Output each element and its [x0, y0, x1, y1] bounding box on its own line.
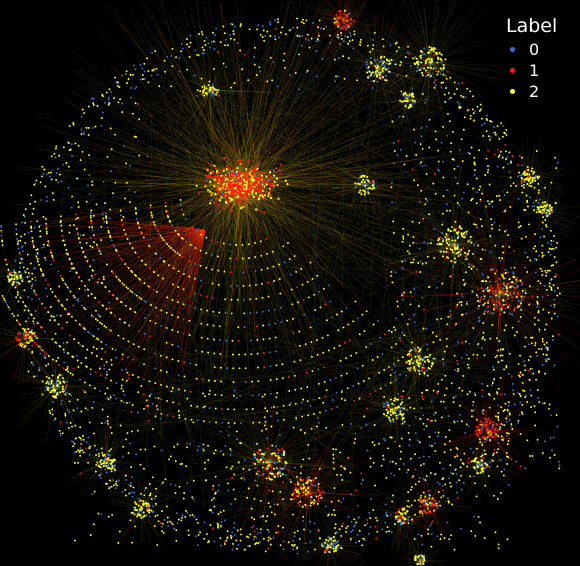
legend: Label 0 1 2	[506, 14, 576, 102]
legend-label-1: 1	[529, 61, 540, 80]
legend-entry-2: 2	[506, 81, 576, 102]
legend-swatch-0	[510, 47, 515, 52]
legend-swatch-2	[510, 89, 515, 94]
legend-title: Label	[506, 15, 558, 37]
legend-label-0: 0	[529, 40, 540, 59]
legend-label-2: 2	[529, 82, 540, 101]
legend-swatch-1	[510, 68, 515, 73]
legend-entry-0: 0	[506, 39, 576, 60]
legend-entry-1: 1	[506, 60, 576, 81]
edge-bundle	[53, 38, 533, 541]
